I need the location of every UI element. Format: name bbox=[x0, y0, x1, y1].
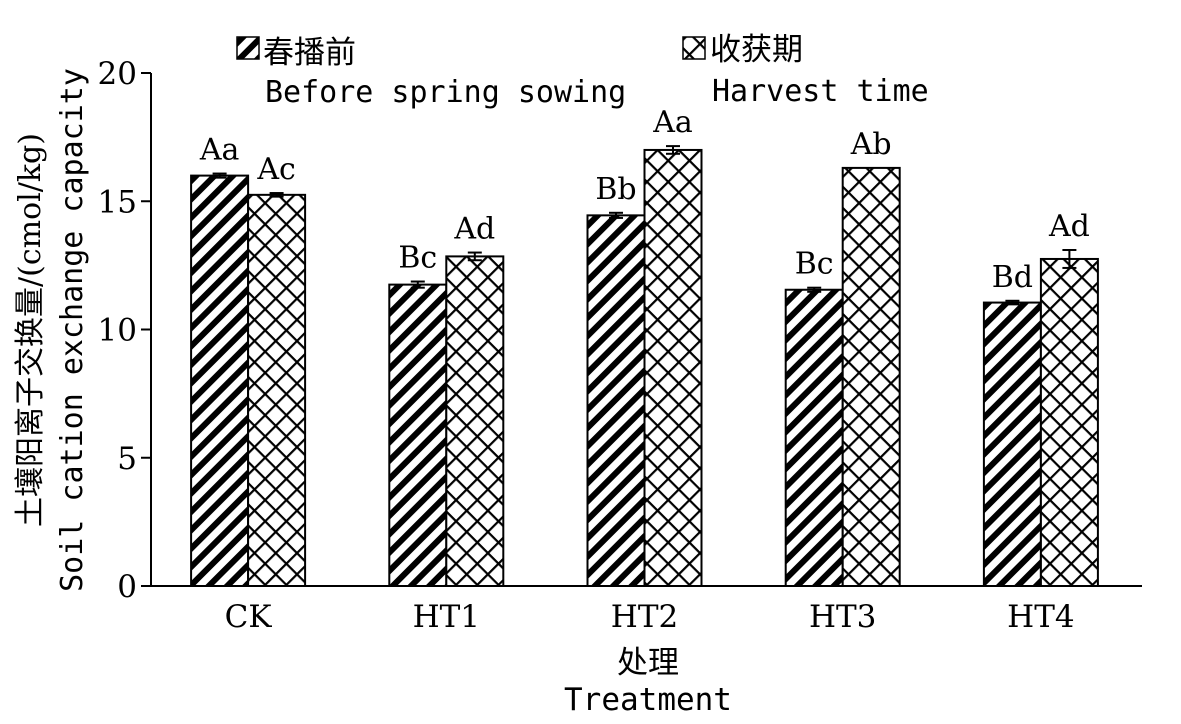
x-axis-title-en: Treatment bbox=[564, 682, 732, 718]
bar-significance-label: Bd bbox=[992, 260, 1033, 295]
bar bbox=[586, 214, 646, 587]
bar-significance-label: Ab bbox=[850, 127, 892, 162]
y-tick-label: 15 bbox=[98, 184, 137, 220]
bar-significance-label: Bb bbox=[595, 172, 636, 207]
bars bbox=[190, 145, 1099, 587]
chart-text: 0 5 10 15 20 CK Aa Ac HT1 Bc Ad HT2 Bb Aa HT3 Bc Ab HT4 Bd… bbox=[13, 56, 1090, 718]
bar bbox=[982, 301, 1042, 587]
x-axis-title-cn: 处理 bbox=[617, 645, 679, 681]
bar bbox=[445, 255, 505, 587]
x-tick-label: HT4 bbox=[1007, 599, 1074, 635]
legend-swatch bbox=[682, 36, 706, 60]
legend: 春播前 Before spring sowing 收获期 Harvest time bbox=[236, 32, 929, 110]
y-tick-label: 10 bbox=[98, 313, 137, 349]
y-tick-label: 20 bbox=[98, 56, 137, 92]
bar bbox=[247, 193, 307, 587]
y-axis-title-en: Soil cation exchange capacity bbox=[55, 68, 90, 592]
bar bbox=[841, 166, 901, 587]
bar bbox=[190, 174, 250, 587]
y-tick-label: 0 bbox=[117, 569, 137, 605]
bar bbox=[1039, 257, 1099, 587]
bar-significance-label: Bc bbox=[795, 247, 834, 282]
x-tick-label: HT2 bbox=[611, 599, 678, 635]
bar bbox=[643, 148, 703, 587]
x-tick-label: CK bbox=[225, 599, 273, 635]
legend-label-en: Harvest time bbox=[712, 74, 929, 109]
bar-significance-label: Bc bbox=[398, 241, 437, 276]
bar bbox=[388, 283, 448, 587]
bar bbox=[784, 288, 844, 587]
y-axis-title-cn: 土壤阳离子交换量/(cmol/kg) bbox=[13, 133, 48, 527]
bar-significance-label: Aa bbox=[652, 105, 693, 140]
bar-significance-label: Aa bbox=[199, 133, 240, 168]
x-tick-label: HT3 bbox=[809, 599, 876, 635]
legend-label-cn: 春播前 bbox=[263, 35, 356, 71]
legend-label-en: Before spring sowing bbox=[265, 75, 626, 110]
legend-label-cn: 收获期 bbox=[710, 32, 803, 68]
bar-significance-label: Ad bbox=[453, 212, 495, 247]
legend-swatch bbox=[236, 36, 260, 60]
x-tick-label: HT1 bbox=[413, 599, 480, 635]
bar-significance-label: Ad bbox=[1048, 209, 1090, 244]
y-tick-label: 5 bbox=[117, 441, 137, 477]
bar-significance-label: Ac bbox=[256, 152, 295, 187]
